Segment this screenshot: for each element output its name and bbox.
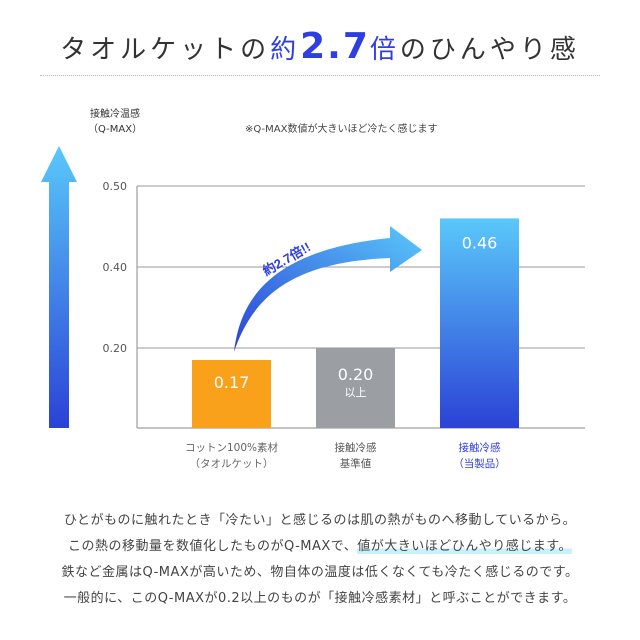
chart-note: ※Q-MAX数値が大きいほど冷たく感じます (245, 124, 438, 135)
page-title: タオルケットの約2.7倍のひんやり感 (0, 26, 640, 67)
y-axis-label: 接触冷温感 （Q-MAX） (88, 107, 142, 137)
bar-value-sublabel: 以上 (345, 386, 367, 399)
title-highlight: 倍 (369, 35, 400, 65)
bar-value-label: 0.17 (214, 373, 250, 392)
x-category-label: コットン100%素材 (185, 441, 279, 454)
bar-value-label: 0.46 (462, 233, 498, 252)
y-axis-label-line1: 接触冷温感 (90, 109, 141, 120)
growth-curve-arrow-icon (234, 226, 422, 352)
y-axis-arrow-icon (41, 146, 77, 428)
y-tick-label: 0.40 (103, 261, 128, 274)
bar (192, 360, 271, 428)
description-highlight: 値が大きいほどひんやり感じます。 (357, 539, 572, 554)
description-line: この熱の移動量を数値化したものがQ-MAXで、値が大きいほどひんやり感じます。 (0, 534, 640, 560)
title-divider (40, 75, 600, 76)
y-tick-label: 0.50 (103, 180, 128, 193)
title-highlight: 約 (270, 35, 301, 65)
title-text: のひんやり感 (399, 35, 580, 65)
x-category-label: 接触冷感 (335, 441, 377, 454)
y-axis-label-line2: （Q-MAX） (88, 124, 143, 135)
description: ひとがものに触れたとき「冷たい」と感じるのは肌の熱がものへ移動しているから。 こ… (0, 508, 640, 612)
bar-chart: 0.20 0.40 0.50 0.17 コットン100%素材 （タオルケット） 0.20 以… (41, 146, 585, 470)
description-line: 一般的に、このQ-MAXが0.2以上のものが「接触冷感素材」と呼ぶことができます… (63, 591, 577, 606)
description-line: 鉄など金属はQ-MAXが高いため、物自体の温度は低くなくても冷たく感じるのです。 (61, 565, 579, 580)
x-category-label: （タオルケット） (190, 458, 274, 470)
x-category-label: 基準値 (340, 457, 372, 470)
x-category-label: 接触冷感 (459, 441, 501, 454)
y-tick-label: 0.20 (103, 342, 128, 355)
x-category-label: （当製品） (453, 457, 506, 470)
bar-value-label: 0.20 (338, 365, 374, 384)
bar (440, 218, 519, 428)
description-text: この熱の移動量を数値化したものがQ-MAXで、 (68, 539, 358, 554)
description-line: ひとがものに触れたとき「冷たい」と感じるのは肌の熱がものへ移動しているから。 (63, 513, 577, 528)
title-highlight-number: 2.7 (300, 26, 370, 67)
bar (316, 348, 395, 428)
title-text: タオルケットの (60, 35, 271, 65)
